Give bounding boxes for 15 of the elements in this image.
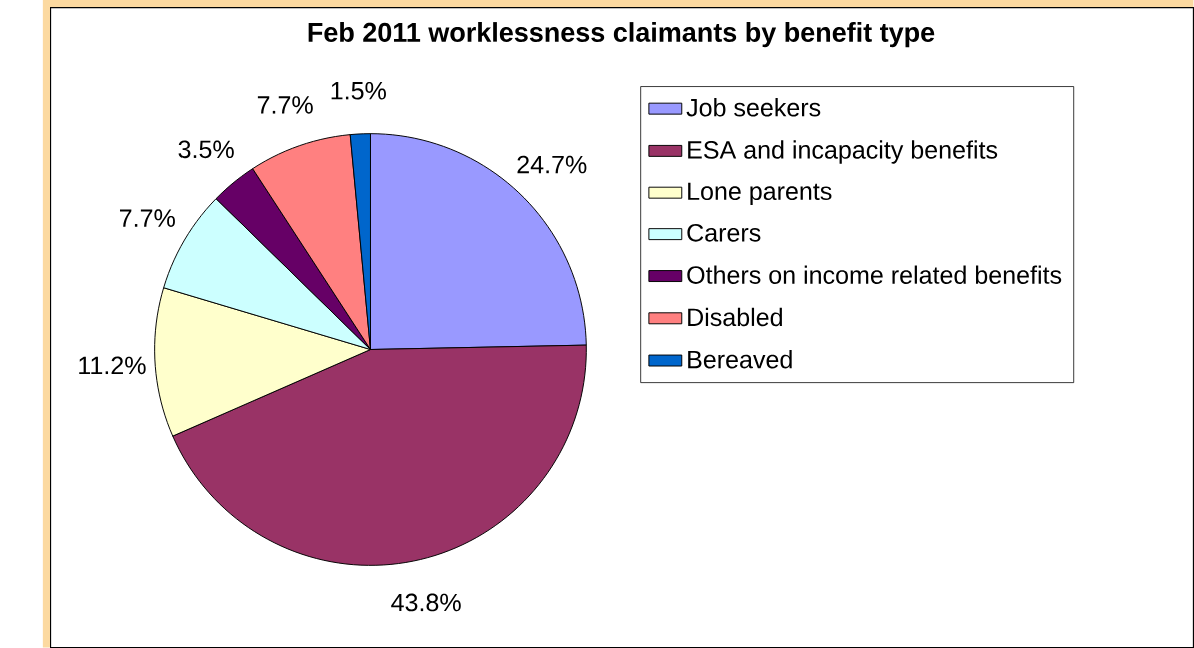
data-label: 1.5% bbox=[331, 81, 386, 100]
legend-label: Disabled bbox=[688, 307, 782, 327]
legend-label: Others on income related benefits bbox=[687, 265, 1062, 284]
legend-label: Bereaved bbox=[688, 349, 792, 369]
data-label: 7.7% bbox=[257, 96, 313, 114]
legend-label: Carers bbox=[687, 223, 761, 242]
data-label: 43.8% bbox=[391, 593, 461, 612]
data-label: 24.7% bbox=[517, 155, 587, 174]
data-label: 7.7% bbox=[119, 209, 175, 227]
legend-label: Lone parents bbox=[688, 182, 832, 205]
data-label: 11.2% bbox=[79, 356, 146, 375]
legend-label: ESA and incapacity benefits bbox=[688, 140, 998, 164]
chart-title: Feb 2011 worklessness claimants by benefit type bbox=[308, 22, 935, 48]
data-label: 3.5% bbox=[178, 140, 234, 159]
legend-label: Job seekers bbox=[686, 98, 821, 117]
